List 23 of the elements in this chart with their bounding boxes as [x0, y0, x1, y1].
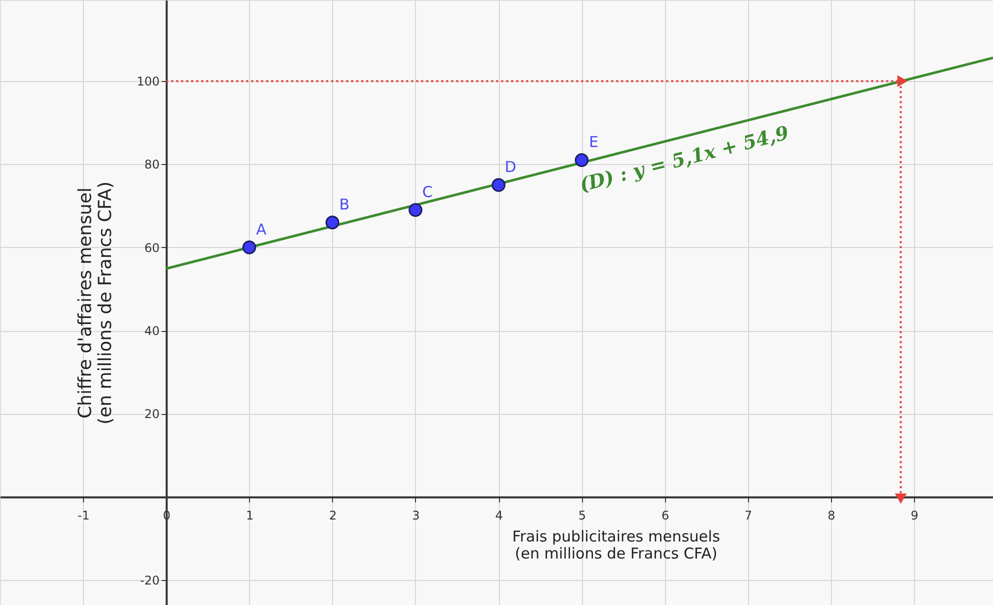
y-tick-label: 60 [144, 240, 160, 255]
x-tick-label: 5 [578, 508, 586, 522]
annotation: C [422, 182, 433, 201]
x-tick-label: 6 [661, 508, 670, 522]
y-tick-label: 100 [136, 74, 160, 89]
x-tick-label: 3 [412, 508, 420, 522]
x-tick-label: 4 [495, 508, 503, 522]
x-tick-label: -1 [78, 508, 90, 522]
y-tick-label: 20 [144, 407, 160, 422]
annotation: B [339, 195, 350, 214]
x-tick-label: 1 [246, 508, 254, 522]
annotation: A [256, 220, 268, 238]
x-tick-label: 8 [828, 508, 836, 522]
x-tick-label: 2 [329, 508, 337, 522]
y-tick-label: 40 [144, 324, 160, 338]
annotation: D [504, 158, 516, 176]
y-tick-label: 80 [144, 158, 160, 172]
y-axis-title: Chiffre d'affaires mensuel (en millions de Francs CFA) [74, 182, 116, 424]
x-tick-label: 9 [910, 508, 918, 522]
annotation: E [588, 133, 598, 152]
x-tick-label: 7 [744, 508, 752, 522]
y-tick-label: -20 [140, 574, 160, 588]
x-axis-title: Frais publicitaires mensuels (en millions de Francs CFA) [512, 527, 720, 562]
